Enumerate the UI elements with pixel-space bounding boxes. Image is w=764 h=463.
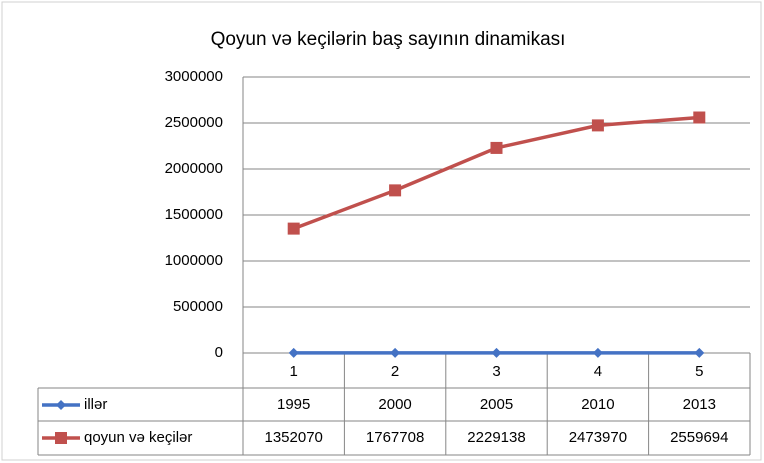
y-tick-label: 2000000	[165, 160, 223, 177]
table-value: 2010	[581, 396, 614, 413]
table-value: 1767708	[366, 429, 424, 446]
y-tick-label: 500000	[173, 298, 223, 315]
data-point	[389, 184, 402, 197]
table-value: 2000	[378, 396, 411, 413]
y-tick-label: 0	[215, 344, 223, 361]
table-value: 1995	[277, 396, 310, 413]
x-tick-label: 5	[695, 363, 703, 380]
table-value: 2473970	[569, 429, 627, 446]
legend-marker	[56, 400, 66, 410]
data-point	[591, 119, 604, 132]
chart-title: Qoyun və keçilərin baş sayının dinamikas…	[211, 29, 566, 50]
x-tick-label: 2	[391, 363, 399, 380]
table-value: 2013	[683, 396, 716, 413]
x-tick-label: 1	[290, 363, 298, 380]
legend-label: qoyun və keçilər	[84, 429, 192, 446]
data-point	[592, 347, 603, 358]
data-point	[288, 347, 299, 358]
x-tick-label: 3	[492, 363, 500, 380]
y-tick-label: 3000000	[165, 68, 223, 85]
data-point	[693, 111, 706, 124]
legend-label: illər	[84, 396, 107, 413]
data-point	[390, 347, 401, 358]
y-tick-label: 1500000	[165, 206, 223, 223]
data-point	[287, 222, 300, 235]
table-value: 2005	[480, 396, 513, 413]
data-point	[491, 347, 502, 358]
x-tick-label: 4	[594, 363, 602, 380]
y-tick-label: 2500000	[165, 114, 223, 131]
legend-marker	[55, 432, 67, 444]
data-point	[694, 347, 705, 358]
y-tick-label: 1000000	[165, 252, 223, 269]
data-point	[490, 141, 503, 154]
table-value: 2229138	[467, 429, 525, 446]
table-value: 1352070	[264, 429, 322, 446]
table-value: 2559694	[670, 429, 728, 446]
